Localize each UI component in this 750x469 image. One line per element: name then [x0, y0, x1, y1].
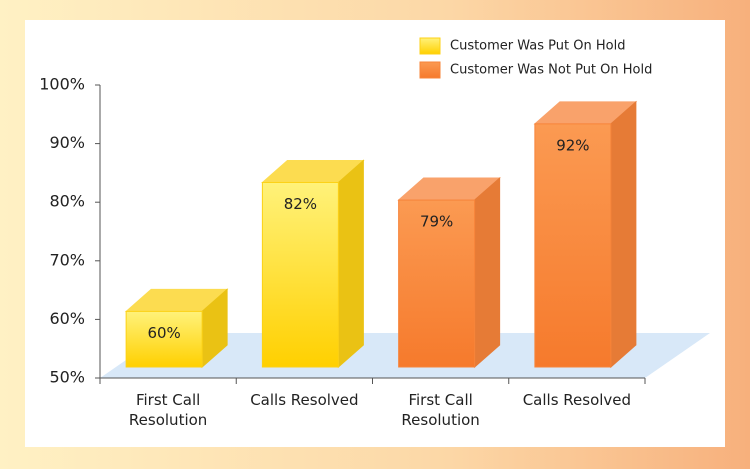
legend-label: Customer Was Put On Hold [450, 39, 625, 54]
data-label: 79% [420, 213, 453, 231]
bar [534, 123, 612, 368]
y-tick-label: 80% [49, 192, 85, 211]
legend-swatch [419, 37, 441, 55]
bar [125, 310, 203, 368]
bar [261, 181, 339, 368]
data-label: 92% [556, 136, 589, 154]
data-label: 60% [147, 324, 180, 342]
y-tick-label: 70% [49, 250, 85, 269]
y-tick-label: 60% [49, 309, 85, 328]
x-tick-label: Calls Resolved [522, 391, 632, 409]
bar-side [337, 159, 364, 369]
bar-side [474, 176, 501, 369]
data-label: 82% [284, 195, 317, 213]
y-tick-label: 50% [49, 368, 85, 387]
x-tick-label: Calls Resolved [250, 391, 359, 409]
bar [398, 199, 476, 368]
x-tick-label: First Call Resolution [128, 391, 208, 429]
x-tick-label: First Call Resolution [401, 391, 480, 429]
legend-swatch [419, 61, 441, 79]
bar-side [610, 100, 637, 369]
y-tick-label: 100% [39, 75, 85, 94]
y-tick-label: 90% [49, 133, 85, 152]
legend-label: Customer Was Not Put On Hold [450, 63, 652, 78]
